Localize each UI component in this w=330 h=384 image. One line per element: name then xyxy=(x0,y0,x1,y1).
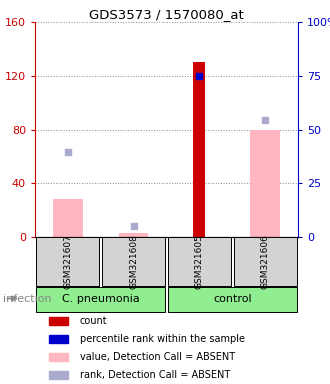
Text: control: control xyxy=(213,294,251,304)
Bar xyxy=(50,353,68,361)
Text: count: count xyxy=(80,316,108,326)
Text: GSM321607: GSM321607 xyxy=(63,234,72,289)
Bar xyxy=(250,129,280,237)
Text: GSM321606: GSM321606 xyxy=(261,234,270,289)
Text: rank, Detection Call = ABSENT: rank, Detection Call = ABSENT xyxy=(80,370,230,380)
Bar xyxy=(50,371,68,379)
Title: GDS3573 / 1570080_at: GDS3573 / 1570080_at xyxy=(89,8,244,21)
Bar xyxy=(50,335,68,343)
Bar xyxy=(36,286,165,312)
Bar xyxy=(234,237,297,286)
Bar xyxy=(53,199,83,237)
Text: percentile rank within the sample: percentile rank within the sample xyxy=(80,334,245,344)
Text: value, Detection Call = ABSENT: value, Detection Call = ABSENT xyxy=(80,352,235,362)
Bar xyxy=(50,317,68,325)
Bar xyxy=(36,237,99,286)
Bar xyxy=(102,237,165,286)
Text: infection: infection xyxy=(3,293,52,303)
Bar xyxy=(168,237,231,286)
Text: GSM321608: GSM321608 xyxy=(129,234,138,289)
Text: GSM321605: GSM321605 xyxy=(195,234,204,289)
Bar xyxy=(193,62,205,237)
Bar xyxy=(168,286,297,312)
Text: C. pneumonia: C. pneumonia xyxy=(62,294,140,304)
Bar xyxy=(119,233,148,237)
